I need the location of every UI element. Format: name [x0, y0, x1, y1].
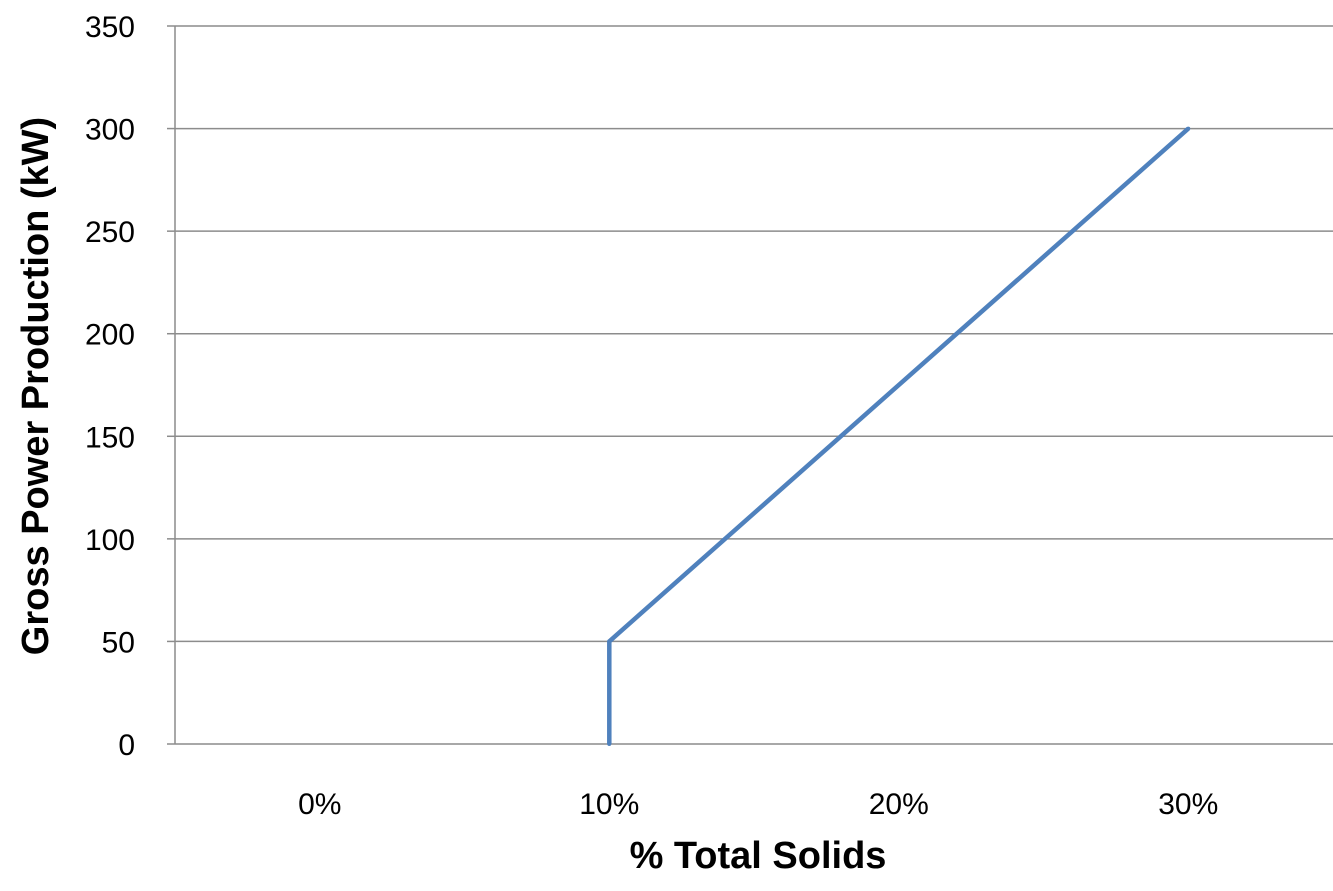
- x-tick-label: 10%: [579, 788, 639, 821]
- y-tick-labels: 0 50 100 150 200 250 300 350: [85, 11, 135, 762]
- data-point: [607, 742, 612, 746]
- y-tick-label: 250: [85, 216, 135, 249]
- x-axis-title: % Total Solids: [630, 835, 887, 877]
- axes: [174, 26, 1333, 745]
- y-tick-label: 100: [85, 524, 135, 557]
- x-tick-label: 30%: [1158, 788, 1218, 821]
- data-point: [1186, 126, 1191, 131]
- y-tick-label: 350: [85, 11, 135, 44]
- y-tick-label: 50: [102, 626, 135, 659]
- y-tick-label: 150: [85, 421, 135, 454]
- gridlines: [167, 25, 1333, 745]
- y-axis-title: Gross Power Production (kW): [15, 117, 57, 655]
- y-tick-label: 200: [85, 319, 135, 352]
- x-tick-label: 0%: [298, 788, 341, 821]
- x-tick-label: 20%: [869, 788, 929, 821]
- x-tick-labels: 0% 10% 20% 30%: [298, 788, 1218, 821]
- y-tick-label: 0: [118, 729, 135, 762]
- y-tick-label: 300: [85, 114, 135, 147]
- series-lines: [607, 126, 1191, 746]
- data-point: [607, 639, 612, 644]
